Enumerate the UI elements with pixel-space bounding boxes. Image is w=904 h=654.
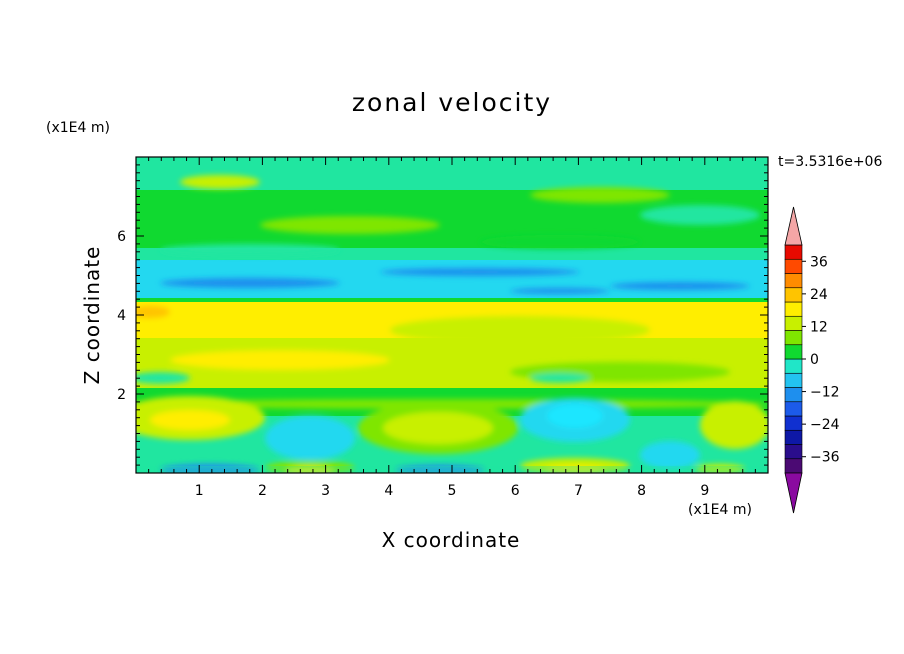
plot-axes: 1 2 3 4 5 6 7 8 9 2 4 6 [117,156,769,499]
y-tick-label: 6 [117,229,126,245]
field-patch [260,216,440,234]
chart-title: zonal velocity [351,88,553,117]
colorbar-segment [784,429,803,445]
field-band [136,298,768,303]
colorbar: 36 24 12 0 −12 −24 −36 [784,206,840,514]
colorbar-segment [784,372,803,388]
field-patch [285,467,335,473]
colorbar-segment [784,387,803,403]
colorbar-segment [784,415,803,431]
colorbar-label: 0 [810,352,819,368]
colorbar-label: 24 [810,287,828,303]
colorbar-label: 36 [810,254,828,270]
field-patch [160,278,340,288]
x-tick-label: 6 [511,483,520,499]
colorbar-segment [784,330,803,346]
colorbar-segment [784,287,803,303]
field-patch [640,205,760,225]
field-patch [170,350,390,370]
colorbar-label: −12 [810,385,840,401]
field-patch [136,372,190,384]
field-patch [395,465,485,473]
x-tick-label: 2 [258,483,267,499]
x-axis-label: X coordinate [381,528,521,552]
field-patch [180,175,260,189]
field-patch [150,410,230,430]
colorbar-segment [784,301,803,317]
field-patch [695,464,745,473]
field-patch [480,235,640,249]
field-patch [390,316,650,344]
field-patch [610,282,750,290]
field-patch [547,404,603,428]
x-tick-label: 1 [195,483,204,499]
x-axis-unit: (x1E4 m) [688,502,752,518]
y-axis-unit: (x1E4 m) [46,120,110,136]
colorbar-under-arrow [784,472,803,514]
field-patch [160,464,260,473]
colorbar-segment [784,401,803,417]
field-patch [160,244,340,256]
colorbar-segment [784,458,803,474]
field-patch [530,187,670,203]
colorbar-segment [784,344,803,360]
field-patch [136,306,170,318]
velocity-field [136,157,768,473]
field-patch [530,373,590,383]
time-stamp: t=3.5316e+06 [778,154,883,170]
colorbar-segment [784,315,803,331]
colorbar-segment [784,358,803,374]
field-patch [380,268,580,276]
field-patch [545,466,605,473]
x-tick-label: 9 [700,483,709,499]
y-tick-label: 4 [117,308,126,324]
x-tick-label: 3 [321,483,330,499]
field-patch [510,288,610,294]
field-patch [383,412,493,444]
colorbar-over-arrow [784,206,803,246]
y-tick-label: 2 [117,387,126,403]
x-tick-label: 5 [448,483,457,499]
colorbar-label: −36 [810,450,840,466]
colorbar-segment [784,244,803,260]
field-patch [640,441,700,469]
field-patch [700,401,768,449]
x-tick-label: 4 [384,483,393,499]
colorbar-label: −24 [810,417,840,433]
colorbar-segment [784,273,803,289]
colorbar-segment [784,258,803,274]
x-tick-label: 8 [637,483,646,499]
colorbar-segment [784,444,803,460]
x-tick-label: 7 [574,483,583,499]
field-patch [265,416,355,460]
colorbar-label: 12 [810,319,828,335]
